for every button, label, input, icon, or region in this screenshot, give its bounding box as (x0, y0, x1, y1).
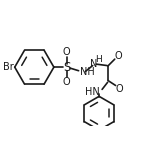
Text: HN: HN (85, 87, 100, 97)
Text: NH: NH (80, 67, 95, 77)
Text: N: N (90, 59, 98, 69)
Text: O: O (115, 84, 123, 94)
Text: O: O (63, 77, 71, 87)
Text: H: H (95, 55, 101, 64)
Text: S: S (63, 61, 70, 74)
Text: Br: Br (2, 62, 13, 72)
Text: O: O (63, 47, 71, 57)
Text: O: O (114, 51, 122, 61)
